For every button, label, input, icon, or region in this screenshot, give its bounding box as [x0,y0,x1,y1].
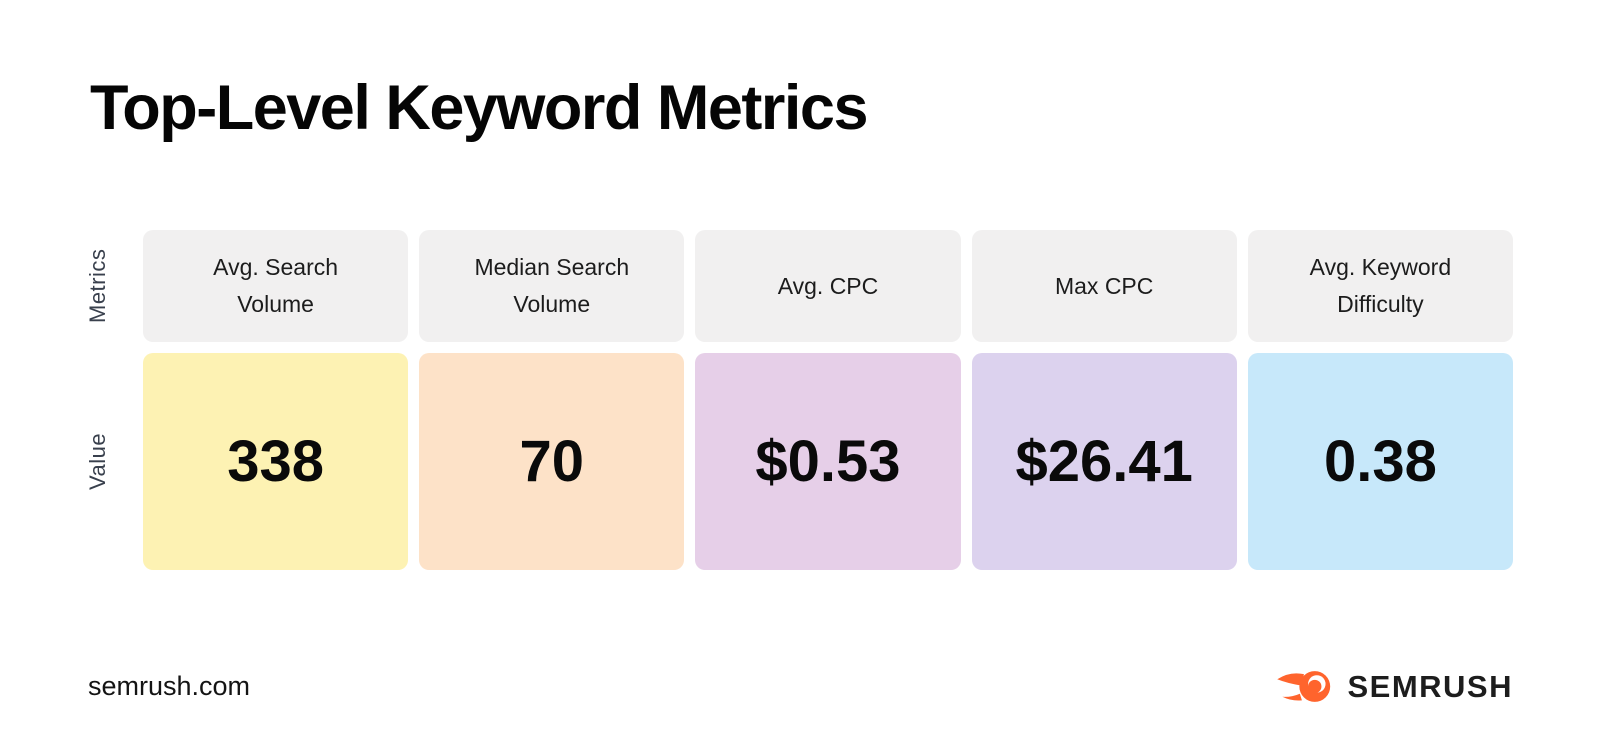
value-cell-avg-cpc: $0.53 [695,353,961,570]
semrush-logo: SEMRUSH [1276,668,1513,705]
semrush-wordmark: SEMRUSH [1347,668,1513,704]
metric-header-avg-keyword-difficulty: Avg. Keyword Difficulty [1247,230,1513,342]
page-title: Top-Level Keyword Metrics [90,73,869,143]
metric-header-avg-search-volume: Avg. Search Volume [143,230,409,342]
value-axis-label: Value [85,432,110,491]
value-cell-max-cpc: $26.41 [971,353,1237,570]
value-cell-median-search-volume: 70 [419,353,685,570]
source-site-text: semrush.com [88,671,251,701]
metric-header-median-search-volume: Median Search Volume [419,230,685,342]
metrics-axis-label: Metrics [85,248,110,324]
value-cell-avg-keyword-difficulty: 0.38 [1247,353,1513,570]
metric-header-max-cpc: Max CPC [971,230,1237,342]
value-cell-avg-search-volume: 338 [143,353,409,570]
metric-header-avg-cpc: Avg. CPC [695,230,961,342]
metrics-table: Avg. Search Volume Median Search Volume … [143,230,1513,570]
semrush-comet-icon [1276,668,1334,705]
